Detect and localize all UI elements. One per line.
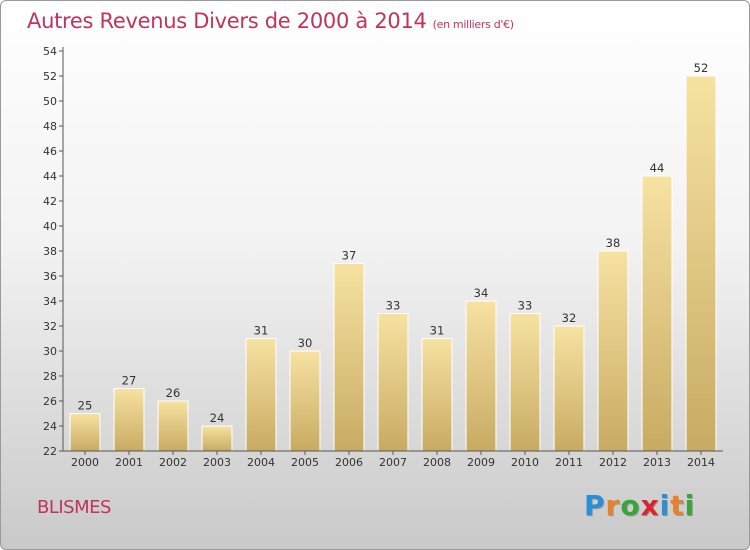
x-tick-label-2010: 2010: [511, 456, 539, 469]
value-label-2011: 32: [562, 311, 577, 325]
bar-2013: [641, 175, 673, 452]
bar-2006: [333, 263, 365, 452]
bar-2005: [289, 350, 321, 452]
value-label-2001: 27: [122, 374, 137, 388]
bar-2003: [201, 425, 233, 452]
bar-2011: [553, 325, 585, 452]
chart-title-unit: (en milliers d'€): [432, 18, 514, 31]
logo-letter: i: [684, 489, 696, 522]
bar-2000: [69, 413, 101, 452]
value-label-2004: 31: [254, 324, 269, 338]
bar-2014: [685, 75, 717, 452]
value-label-2013: 44: [650, 161, 665, 175]
value-label-2003: 24: [210, 411, 225, 425]
value-label-2010: 33: [518, 299, 533, 313]
y-tick-label: 28: [43, 370, 57, 383]
x-tick-label-2004: 2004: [247, 456, 275, 469]
logo-letter: x: [640, 489, 660, 522]
bar-2001: [113, 388, 145, 452]
bars: 25 27 26 24 31 30 37 33 31 34 33 32 38 44 52: [69, 61, 717, 452]
value-label-2007: 33: [386, 299, 401, 313]
y-tick-label: 34: [43, 295, 57, 308]
logo-letter: r: [605, 489, 621, 522]
y-tick-label: 52: [43, 70, 57, 83]
chart-title-main: Autres Revenus Divers de 2000 à 2014: [27, 9, 427, 33]
bar-2007: [377, 313, 409, 452]
value-label-2002: 26: [166, 386, 181, 400]
value-label-2014: 52: [694, 61, 709, 75]
bar-2010: [509, 313, 541, 452]
y-tick-label: 30: [43, 345, 57, 358]
logo-letter: P: [584, 489, 606, 522]
logo-letter: o: [620, 489, 641, 522]
y-tick-label: 54: [43, 45, 57, 58]
y-axis: 22 24 26 28 30 32 34 36 38 40 42 44 46 48 50 52 54: [43, 45, 64, 458]
place-name: BLISMES: [37, 497, 111, 518]
logo-letter: t: [670, 489, 685, 522]
x-tick-label-2007: 2007: [379, 456, 407, 469]
x-tick-label-2002: 2002: [159, 456, 187, 469]
bar-2008: [421, 338, 453, 452]
x-tick-label-2009: 2009: [467, 456, 495, 469]
value-label-2000: 25: [78, 399, 93, 413]
value-label-2008: 31: [430, 324, 445, 338]
y-tick-label: 22: [43, 445, 57, 458]
proxiti-logo[interactable]: Proxiti: [584, 489, 695, 522]
x-tick-label-2006: 2006: [335, 456, 363, 469]
chart-title: Autres Revenus Divers de 2000 à 2014 (en …: [27, 9, 514, 33]
x-axis: 2000 2001 2002 2003 2004 2005 2006 2007 2008 2009…: [63, 450, 723, 469]
value-label-2012: 38: [606, 236, 621, 250]
bar-2012: [597, 250, 629, 452]
y-tick-label: 40: [43, 220, 57, 233]
x-tick-label-2012: 2012: [599, 456, 627, 469]
x-tick-label-2008: 2008: [423, 456, 451, 469]
x-tick-label-2001: 2001: [115, 456, 143, 469]
y-tick-label: 36: [43, 270, 57, 283]
y-tick-label: 38: [43, 245, 57, 258]
value-label-2009: 34: [474, 286, 489, 300]
x-tick-label-2014: 2014: [687, 456, 715, 469]
x-tick-label-2013: 2013: [643, 456, 671, 469]
y-tick-label: 50: [43, 95, 57, 108]
x-tick-label-2011: 2011: [555, 456, 583, 469]
bar-2009: [465, 300, 497, 452]
y-tick-label: 42: [43, 195, 57, 208]
y-tick-label: 24: [43, 420, 57, 433]
y-tick-label: 48: [43, 120, 57, 133]
x-tick-label-2005: 2005: [291, 456, 319, 469]
bar-2002: [157, 400, 189, 452]
value-label-2006: 37: [342, 249, 357, 263]
y-tick-label: 46: [43, 145, 57, 158]
y-tick-label: 44: [43, 170, 57, 183]
x-tick-label-2000: 2000: [71, 456, 99, 469]
logo-letter: i: [659, 489, 671, 522]
x-tick-label-2003: 2003: [203, 456, 231, 469]
bar-2004: [245, 338, 277, 452]
y-tick-label: 26: [43, 395, 57, 408]
y-tick-label: 32: [43, 320, 57, 333]
value-label-2005: 30: [298, 336, 313, 350]
